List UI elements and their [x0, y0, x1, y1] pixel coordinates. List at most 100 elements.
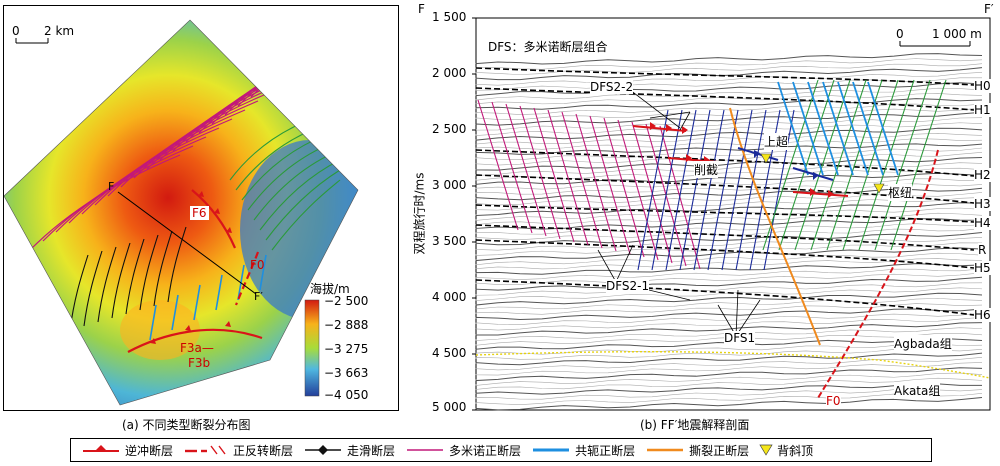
legend: 逆冲断层 正反转断层 走滑断层 多米诺正断层 共轭正断层 撕裂正断层 背斜顶 [70, 438, 932, 462]
map-strike-slip-fault [97, 246, 117, 323]
section-yaxis-label: 双程旅行时/ms [412, 172, 427, 255]
horizon-label: H5 [974, 261, 991, 275]
seismic-reflector [475, 276, 983, 291]
map-label-f3b: F3b [188, 356, 211, 370]
seismic-reflector [475, 228, 983, 240]
seismic-reflector [475, 322, 983, 336]
section-panel: F F′ DFS：多米诺断层组合 0 1 000 m 双程旅行时/ms 1 50… [413, 0, 1000, 414]
section-title: DFS：多米诺断层组合 [488, 40, 608, 54]
legend-item-inversion: 正反转断层 [183, 442, 293, 459]
horizon-label: H4 [974, 216, 991, 230]
horizon-label: R [978, 243, 987, 257]
map-strike-slip-fault [125, 238, 145, 315]
map-figure [3, 19, 359, 406]
map-label-f6: F6 [190, 206, 209, 220]
annotation-akata: Akata组 [894, 382, 941, 399]
section-normal-fault [763, 109, 795, 271]
strike-slip-fault-icon [305, 445, 342, 455]
seismic-reflector [475, 377, 983, 390]
seismic-reflector [475, 202, 983, 217]
map-label-f-prime: F′ [254, 290, 263, 303]
legend-item-domino: 多米诺正断层 [405, 442, 521, 459]
section-normal-fault [842, 79, 899, 251]
map-thrust-f3 [127, 328, 263, 353]
seismic-reflector [475, 312, 983, 325]
section-conjugate-fault [792, 81, 824, 176]
annotation-f0: F0 [826, 394, 841, 408]
section-scale-value: 1 000 m [932, 27, 982, 41]
seismic-reflector [475, 207, 983, 221]
map-conjugate-fault [149, 304, 157, 341]
section-normal-fault [735, 109, 767, 271]
section-domino-fault [505, 103, 547, 237]
anticline-top-marker [760, 153, 772, 164]
seismic-reflector [475, 372, 983, 386]
seismic-reflector [475, 132, 983, 145]
legend-label: 逆冲断层 [125, 443, 174, 458]
horizon-label: H1 [974, 103, 991, 117]
seismic-reflector [475, 223, 983, 235]
section-domino-fault [519, 105, 561, 240]
map-scale-zero: 0 [12, 24, 20, 38]
section-domino-fault [533, 107, 575, 243]
colorbar-tick: −2 500 [324, 294, 369, 308]
section-normal-fault [707, 109, 739, 271]
annotation-dfs2-2: DFS2-2 [590, 80, 634, 94]
seismic-reflector [475, 58, 983, 70]
legend-label: 正反转断层 [233, 443, 294, 458]
colorbar [304, 299, 320, 397]
map-panel: 0 2 km F F′ F6 F0 F3a— F3b 海拔/m −2 500 −… [0, 0, 400, 412]
section-normal-fault [762, 79, 819, 251]
legend-label: 撕裂正断层 [689, 443, 750, 458]
horizon-line [475, 87, 975, 111]
legend-item-conjugate: 共轭正断层 [531, 442, 635, 459]
seismic-reflector [475, 292, 983, 306]
seismic-reflector [475, 268, 983, 280]
section-normal-fault [794, 79, 851, 251]
annotation-shuniu: 枢纽 [888, 184, 913, 201]
section-ytick: 4 000 [432, 290, 467, 304]
tear-fault-icon [647, 448, 684, 452]
horizon-label: H2 [974, 168, 991, 182]
section-domino-fault [561, 111, 603, 249]
anticline-top-marker [873, 183, 885, 194]
section-normal-fault [637, 109, 669, 271]
inversion-fault-icon [185, 445, 226, 455]
map-normal-fault [265, 169, 341, 241]
seismic-reflector [475, 396, 983, 411]
seismic-reflector [475, 287, 983, 301]
seismic-reflector [475, 82, 983, 97]
section-normal-fault [858, 79, 915, 251]
section-conjugate-fault [777, 81, 809, 176]
section-normal-fault [721, 109, 753, 271]
map-section-line [117, 191, 257, 295]
annotation-dfs2-1: DFS2-1 [606, 279, 650, 293]
section-domino-fault [589, 115, 631, 255]
section-ytick: 2 500 [432, 122, 467, 136]
seismic-reflector [475, 152, 983, 166]
section-ytick: 2 000 [432, 66, 467, 80]
map-strike-slip-fault [83, 250, 103, 327]
section-domino-fault [575, 113, 617, 252]
map-conjugate-fault [193, 284, 201, 321]
section-normal-fault [693, 109, 725, 271]
seismic-reflector [475, 67, 983, 81]
legend-label: 多米诺正断层 [449, 443, 522, 458]
horizon-label: H6 [974, 308, 991, 322]
seismic-reflector [475, 98, 983, 110]
map-caption: (a) 不同类型断裂分布图 [122, 418, 251, 432]
map-strike-slip-fault [139, 234, 159, 311]
seismic-reflector [475, 127, 983, 141]
map-conjugate-fault [171, 294, 179, 331]
map-scale-value: 2 km [44, 24, 75, 38]
legend-label: 背斜顶 [777, 443, 814, 458]
seismic-reflector [475, 357, 983, 371]
map-strike-slip-fault [167, 226, 187, 303]
legend-label: 走滑断层 [347, 443, 396, 458]
horizon-line [475, 239, 975, 269]
section-caption: (b) FF′地震解释剖面 [640, 418, 750, 432]
legend-item-strike-slip: 走滑断层 [303, 442, 395, 459]
section-ytick: 4 500 [432, 346, 467, 360]
annotation-xiejie: 削截 [694, 161, 719, 178]
seismic-reflector [475, 298, 983, 310]
